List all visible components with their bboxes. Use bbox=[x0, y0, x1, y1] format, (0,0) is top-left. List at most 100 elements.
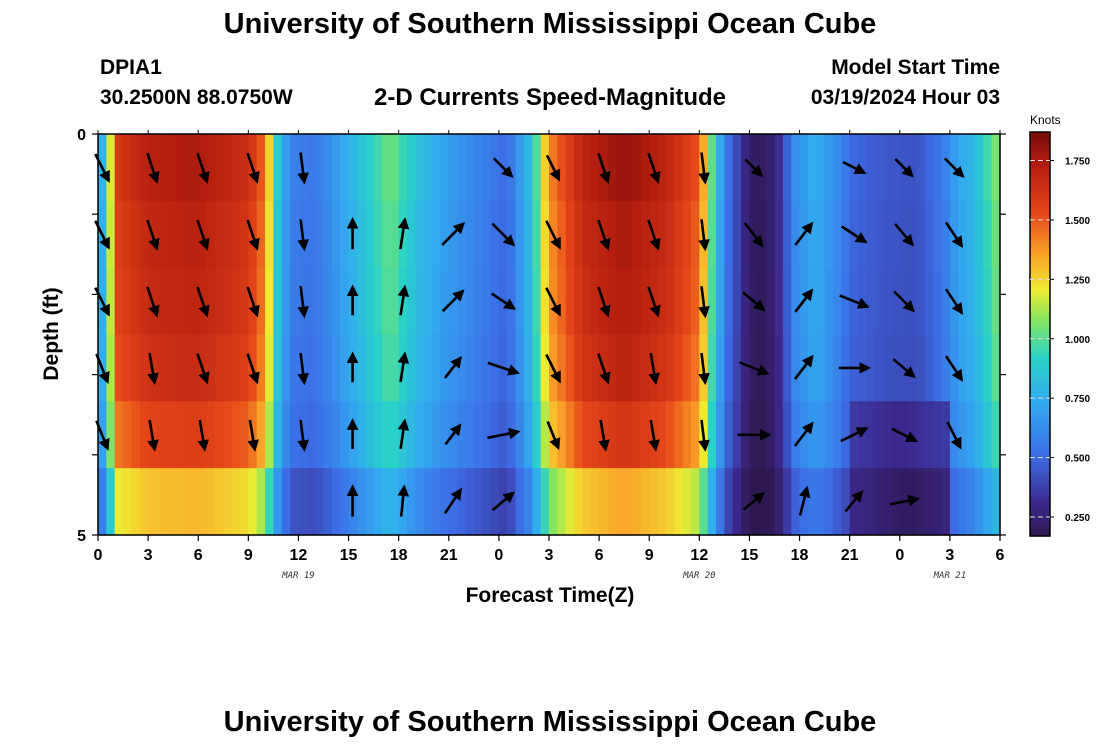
heatmap-cell bbox=[858, 200, 867, 269]
heatmap-cell bbox=[448, 134, 458, 202]
heatmap-cell bbox=[974, 267, 984, 336]
heatmap-cell bbox=[214, 267, 224, 336]
heatmap-cell bbox=[983, 401, 993, 469]
x-tick-label: 15 bbox=[340, 547, 358, 564]
heatmap-cell bbox=[841, 468, 851, 536]
heatmap-cell bbox=[139, 134, 149, 202]
heatmap-cell bbox=[557, 267, 567, 336]
heatmap-cell bbox=[883, 334, 893, 402]
heatmap-cell bbox=[173, 468, 183, 536]
heatmap-cell bbox=[156, 267, 166, 336]
colorbar-segment bbox=[1030, 165, 1050, 170]
heatmap-cell bbox=[807, 401, 817, 469]
heatmap-cell bbox=[741, 200, 751, 269]
current-vector bbox=[840, 427, 869, 443]
heatmap-cell bbox=[206, 468, 216, 536]
colorbar-segment bbox=[1030, 155, 1050, 160]
heatmap-cell bbox=[632, 267, 642, 336]
heatmap-cell bbox=[565, 134, 575, 202]
heatmap-cell bbox=[390, 134, 400, 202]
heatmap-cell bbox=[407, 200, 416, 269]
heatmap-cell bbox=[632, 468, 642, 536]
colorbar-segment bbox=[1030, 212, 1050, 217]
colorbar-segment bbox=[1030, 404, 1050, 409]
heatmap-cell bbox=[565, 267, 575, 336]
heatmap-cell bbox=[632, 401, 642, 469]
heatmap-cell bbox=[373, 468, 383, 536]
heatmap-cell bbox=[340, 200, 350, 269]
current-vector bbox=[246, 152, 260, 184]
colorbar-segment bbox=[1030, 142, 1050, 147]
heatmap-cell bbox=[574, 401, 584, 469]
colorbar-segment bbox=[1030, 229, 1050, 234]
x-tick-label: 3 bbox=[945, 547, 954, 564]
heatmap-cell bbox=[924, 134, 934, 202]
heatmap-cell bbox=[457, 134, 467, 202]
heatmap-cell bbox=[916, 134, 926, 202]
colorbar-segment bbox=[1030, 169, 1050, 173]
heatmap-cell bbox=[908, 267, 918, 336]
heatmap-cell bbox=[807, 334, 817, 402]
heatmap-cell bbox=[173, 401, 183, 469]
heatmap-cell bbox=[607, 134, 617, 202]
heatmap-cell bbox=[473, 134, 483, 202]
heatmap-cell bbox=[123, 401, 133, 469]
heatmap-cell bbox=[423, 200, 433, 269]
x-axis-label: Forecast Time(Z) bbox=[465, 584, 635, 607]
colorbar-segment bbox=[1030, 276, 1050, 281]
heatmap-cell bbox=[883, 134, 893, 202]
heatmap-cell bbox=[273, 334, 283, 402]
heatmap-cell bbox=[540, 401, 550, 469]
colorbar-segment bbox=[1030, 408, 1050, 413]
heatmap-cell bbox=[465, 334, 475, 402]
current-vector bbox=[844, 490, 864, 513]
current-vectors bbox=[94, 152, 965, 517]
heatmap-cell bbox=[916, 334, 926, 402]
heatmap-cell bbox=[306, 267, 316, 336]
colorbar-segment bbox=[1030, 461, 1050, 466]
colorbar-segment bbox=[1030, 148, 1050, 153]
heatmap-cell bbox=[991, 401, 1001, 469]
heatmap-cell bbox=[106, 267, 116, 336]
current-vector bbox=[491, 222, 516, 247]
heatmap-cell bbox=[766, 267, 776, 336]
heatmap-cell bbox=[933, 267, 943, 336]
heatmap-cell bbox=[665, 468, 675, 536]
heatmap-cell bbox=[239, 334, 249, 402]
heatmap-cell bbox=[181, 401, 191, 469]
heatmap-cell bbox=[724, 334, 734, 402]
heatmap-cell bbox=[958, 200, 968, 269]
colorbar-tick-label: 1.500 bbox=[1065, 216, 1090, 227]
heatmap-cell bbox=[958, 267, 968, 336]
current-vector bbox=[147, 352, 159, 386]
heatmap-cell bbox=[866, 134, 876, 202]
heatmap-cell bbox=[365, 134, 375, 202]
heatmap-cell bbox=[682, 468, 692, 536]
heatmap-cell bbox=[791, 468, 801, 536]
heatmap-cell bbox=[423, 134, 433, 202]
heatmap-cell bbox=[816, 334, 826, 402]
heatmap-cell bbox=[782, 334, 792, 402]
heatmap-cell bbox=[741, 334, 751, 402]
heatmap-cell bbox=[983, 267, 993, 336]
heatmap-cell bbox=[766, 334, 776, 402]
heatmap-cell bbox=[741, 468, 751, 536]
heatmap-cell bbox=[924, 401, 934, 469]
heatmap-cell bbox=[657, 334, 667, 402]
current-vector bbox=[444, 423, 462, 446]
heatmap-cell bbox=[665, 334, 675, 402]
heatmap-cell bbox=[432, 134, 442, 202]
heatmap-cell bbox=[440, 468, 450, 536]
heatmap-cell bbox=[156, 200, 166, 269]
heatmap-cell bbox=[766, 468, 776, 536]
heatmap-cell bbox=[390, 200, 400, 269]
heatmap-cell bbox=[323, 468, 333, 536]
heatmap-cell bbox=[874, 401, 884, 469]
heatmap-cell bbox=[774, 267, 784, 336]
x-tick-label: 12 bbox=[290, 547, 308, 564]
heatmap-cell bbox=[782, 200, 792, 269]
heatmap-cell bbox=[540, 334, 550, 402]
current-vector bbox=[443, 487, 462, 515]
x-tick-label: 9 bbox=[645, 547, 654, 564]
colorbar-segment bbox=[1030, 179, 1050, 184]
